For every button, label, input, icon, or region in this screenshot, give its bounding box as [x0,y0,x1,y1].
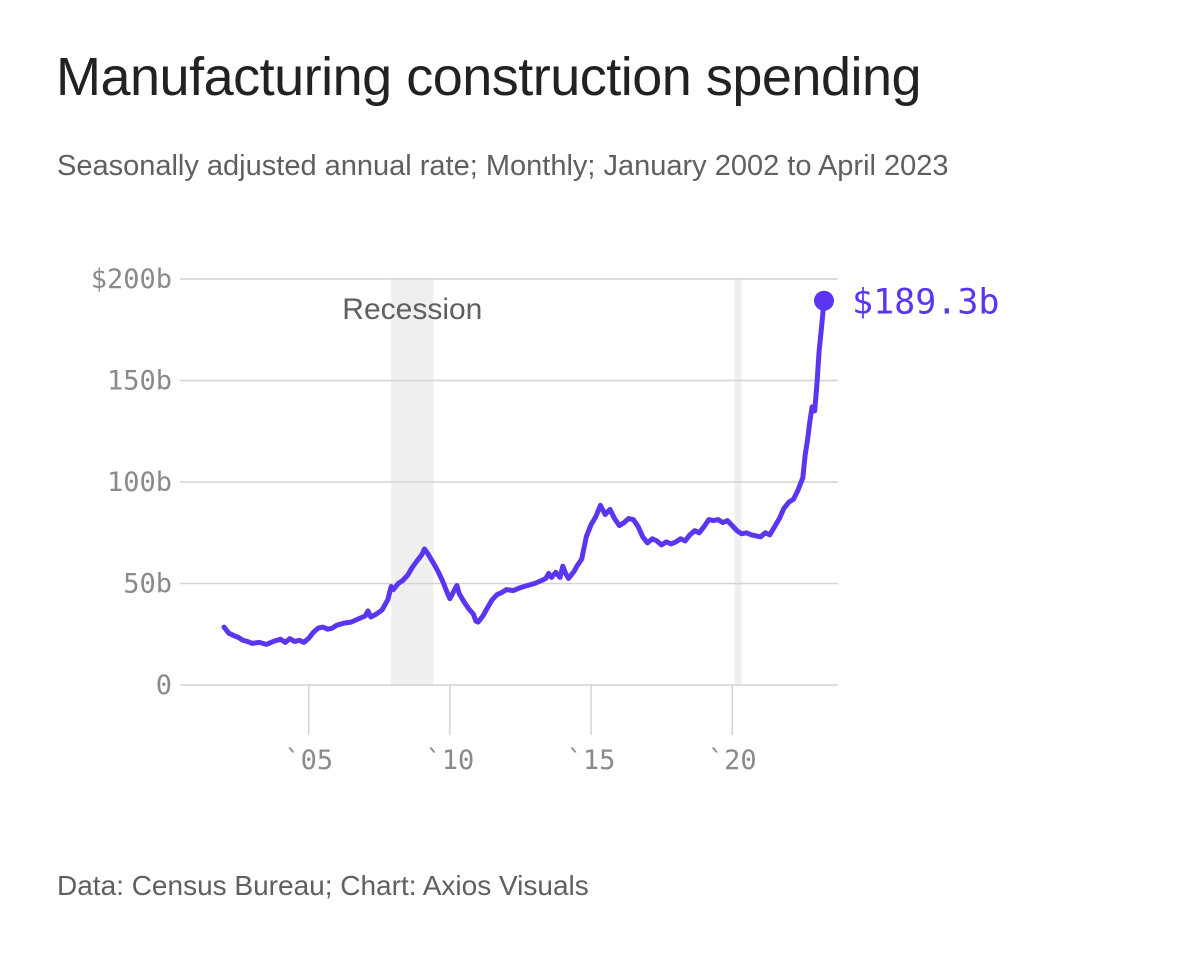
y-tick-label: $200b [91,264,172,295]
end-point-dot [814,290,834,311]
y-tick-label: 0 [156,670,172,701]
x-axis-labels: `05 `10 `15 `20 [284,745,756,776]
chart-subtitle: Seasonally adjusted annual rate; Monthly… [57,150,949,182]
x-tick-label: `20 [708,745,757,776]
chart-title: Manufacturing construction spending [56,47,922,107]
end-value-label: $189.3b [852,283,1000,323]
x-tick-label: `10 [425,745,474,776]
source-note: Data: Census Bureau; Chart: Axios Visual… [57,870,589,901]
x-tick-label: `05 [284,745,333,776]
y-tick-label: 50b [123,569,172,600]
y-axis-labels: 0 50b 100b 150b $200b [91,264,172,701]
annotations: Recession [342,293,482,326]
y-tick-label: 100b [107,467,172,498]
y-tick-label: 150b [107,366,172,397]
x-tick-label: `15 [567,745,616,776]
recession-label: Recession [342,293,482,326]
x-axis-ticks [307,685,733,735]
series-line [221,298,827,647]
y-gridlines [180,278,838,686]
line-chart: 0 50b 100b 150b $200b `05 `10 `15 `20 Recession… [91,264,1000,776]
